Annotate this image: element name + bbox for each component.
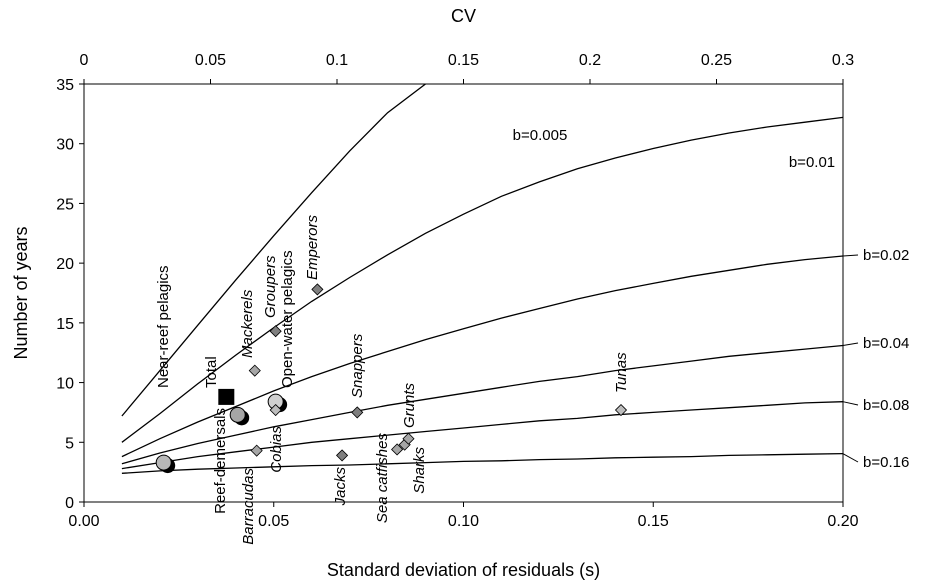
curve-label: b=0.02: [863, 247, 909, 264]
point-marker: [402, 432, 415, 445]
y-tick-label: 15: [56, 316, 74, 333]
point-marker: [218, 388, 235, 405]
curve-line: [121, 401, 843, 470]
point-label: Sharks: [411, 447, 428, 494]
cv-tick-label: 0.05: [195, 52, 226, 69]
axes: 0.00 0.05 0.10 0.15 0.20 0 5 10 15 20 25 30 35 0 0.05 0…: [11, 6, 859, 580]
x-tick-label: 0.20: [827, 513, 858, 530]
x-tick-label: 0.00: [68, 513, 99, 530]
y-tick-label: 20: [56, 256, 74, 273]
point-label: Mackerels: [239, 289, 256, 358]
y-tick-label: 5: [65, 435, 74, 452]
point-label: Open-water pelagics: [279, 250, 296, 388]
point-label: Groupers: [262, 255, 279, 318]
point-marker: [269, 325, 282, 338]
curve-label: b=0.08: [863, 397, 909, 414]
point-label: Snappers: [349, 333, 366, 398]
cv-axis-title: CV: [451, 6, 476, 26]
x-tick-label: 0.05: [258, 513, 289, 530]
labels: b=0.005 b=0.01 b=0.02 b=0.04 b=0.08 b=0.16 Nea…: [155, 127, 909, 545]
cv-tick-label: 0.25: [701, 52, 732, 69]
cv-tick-label: 0: [80, 52, 89, 69]
point-label: Emperors: [304, 214, 321, 280]
y-tick-label: 35: [56, 77, 74, 94]
point-label: Barracudas: [240, 468, 257, 545]
point-marker: [248, 364, 261, 377]
x-axis-title: Standard deviation of residuals (s): [327, 560, 600, 580]
point-marker: [335, 449, 349, 462]
data-points: [155, 283, 628, 474]
curve-label-leader: [842, 342, 859, 347]
curve-label: b=0.005: [513, 127, 568, 144]
point-marker: [250, 444, 263, 457]
point-label: Total: [203, 356, 220, 388]
y-tick-label: 25: [56, 196, 74, 213]
curve-label-leader: [842, 453, 859, 463]
plot-frame: [83, 83, 844, 503]
curve-label-leader: [842, 254, 859, 257]
curve-label: b=0.16: [863, 454, 909, 471]
curve-line: [121, 344, 843, 465]
point-label: Cobias: [268, 426, 285, 473]
cv-tick-label: 0.2: [579, 52, 601, 69]
point-label: Jacks: [332, 467, 349, 507]
x-tick-label: 0.10: [448, 513, 479, 530]
curve-line: [121, 452, 843, 474]
curve-label-leader: [842, 401, 859, 406]
point-label: Tunas: [613, 352, 630, 393]
curve-line: [121, 84, 426, 417]
curve-line: [121, 116, 843, 443]
y-tick-label: 0: [65, 495, 74, 512]
cv-tick-label: 0.15: [448, 52, 479, 69]
point-marker: [155, 454, 172, 471]
y-axis-title: Number of years: [11, 226, 31, 359]
y-tick-label: 10: [56, 376, 74, 393]
point-label: Near-reef pelagics: [155, 265, 172, 388]
y-tick-label: 30: [56, 137, 74, 154]
point-marker: [311, 283, 324, 296]
cv-tick-label: 0.3: [832, 52, 854, 69]
curve-line: [121, 255, 843, 458]
point-marker: [391, 443, 404, 456]
point-marker: [351, 406, 364, 419]
curve-label: b=0.04: [863, 335, 909, 352]
point-label: Sea catfishes: [374, 433, 391, 524]
point-label: Grunts: [401, 382, 418, 428]
point-marker: [229, 406, 246, 423]
point-marker: [269, 403, 282, 417]
cv-tick-label: 0.1: [326, 52, 348, 69]
x-tick-label: 0.15: [638, 513, 669, 530]
point-marker: [614, 403, 628, 417]
curves: [121, 84, 859, 474]
point-label: Reef-demersals: [212, 408, 229, 514]
curve-label: b=0.01: [789, 154, 835, 171]
